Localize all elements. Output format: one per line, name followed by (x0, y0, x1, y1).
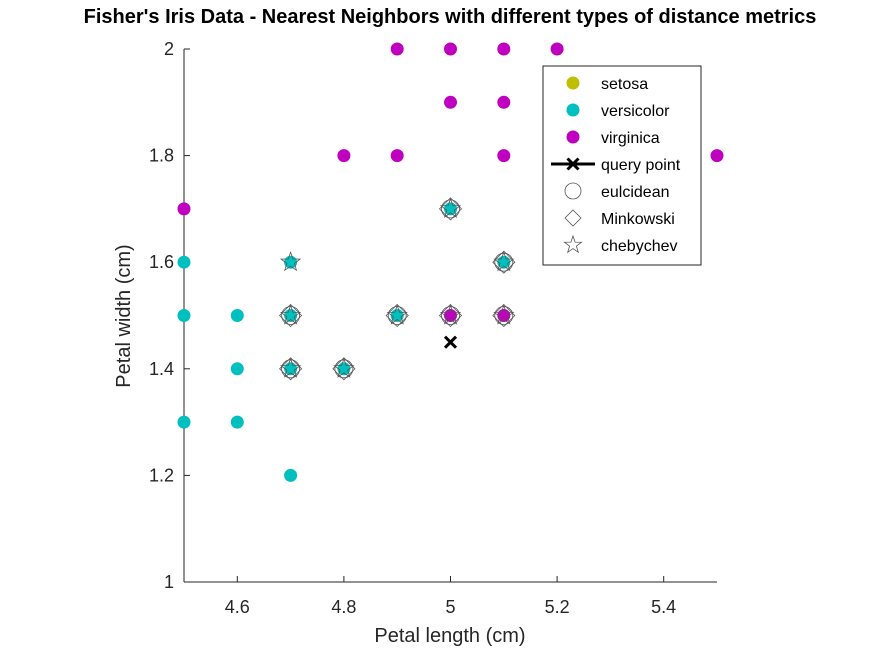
minkowski-point (492, 250, 516, 274)
chart-title: Fisher's Iris Data - Nearest Neighbors w… (84, 6, 817, 28)
minkowski-point (279, 357, 303, 381)
legend-label-query-point: query point (601, 157, 681, 174)
x-tick-label: 5 (445, 597, 455, 617)
versicolor-point (284, 468, 298, 482)
versicolor-point (230, 309, 244, 322)
versicolor-point (177, 309, 191, 322)
x-tick-label: 5.4 (651, 597, 676, 617)
minkowski-point (438, 197, 463, 221)
chebychev-point (279, 304, 302, 325)
virginica-point (710, 149, 724, 163)
legend-label-minkowski: Minkowski (601, 211, 675, 228)
axes: 4.6 4.8 5 5.2 5.4 1 1.2 1.4 1.6 1.8 2 (149, 39, 717, 617)
x-axis-label: Petal length (cm) (374, 625, 525, 647)
legend-marker-versicolor (566, 103, 580, 117)
versicolor-point (230, 415, 244, 429)
legend-label-versicolor: versicolor (601, 103, 670, 120)
y-axis-label: Petal width (cm) (113, 244, 135, 387)
y-tick-label: 1.6 (149, 252, 174, 272)
versicolor-point (177, 415, 191, 429)
virginica-point (177, 202, 191, 216)
query-point-point (443, 335, 458, 349)
data-points (177, 42, 724, 482)
virginica-point (337, 149, 351, 163)
virginica-point (497, 95, 511, 109)
legend-marker-virginica (566, 130, 580, 144)
legend-marker-eulcidean (564, 182, 582, 200)
virginica-point (497, 149, 511, 163)
chebychev-point (279, 250, 302, 272)
chebychev-point (439, 197, 462, 218)
legend-marker-setosa (566, 76, 580, 90)
y-tick-label: 1.8 (149, 146, 174, 166)
legend: setosa versicolor virginica query point eulc… (542, 65, 702, 266)
versicolor-point (230, 362, 244, 376)
legend-marker-chebychev (563, 234, 583, 254)
y-tick-label: 2 (164, 39, 174, 59)
minkowski-point (332, 357, 356, 381)
minkowski-point (279, 303, 303, 328)
versicolor-point (177, 255, 191, 269)
chebychev-point (279, 357, 302, 378)
minkowski-point (385, 303, 409, 328)
minkowski-point (492, 303, 516, 328)
chebychev-point (493, 250, 515, 272)
legend-label-eulcidean: eulcidean (601, 184, 670, 201)
virginica-point (497, 42, 511, 56)
chebychev-point (386, 304, 408, 325)
virginica-point (550, 42, 564, 56)
minkowski-point (438, 303, 463, 328)
chebychev-point (439, 304, 462, 325)
legend-marker-minkowski (564, 209, 582, 227)
virginica-point (390, 42, 404, 56)
x-tick-label: 4.8 (331, 597, 356, 617)
chebychev-point (333, 357, 355, 378)
legend-marker-query-point (566, 157, 580, 171)
legend-label-setosa: setosa (601, 76, 648, 93)
virginica-point (390, 149, 404, 163)
y-tick-label: 1.4 (149, 359, 174, 379)
virginica-point (444, 95, 457, 109)
x-tick-label: 5.2 (545, 597, 570, 617)
virginica-point (444, 42, 457, 56)
y-tick-label: 1.2 (149, 465, 174, 485)
y-tick-label: 1 (164, 572, 174, 592)
legend-label-virginica: virginica (601, 130, 660, 147)
legend-label-chebychev: chebychev (601, 238, 678, 255)
chebychev-point (493, 304, 515, 325)
x-tick-label: 4.6 (225, 597, 250, 617)
